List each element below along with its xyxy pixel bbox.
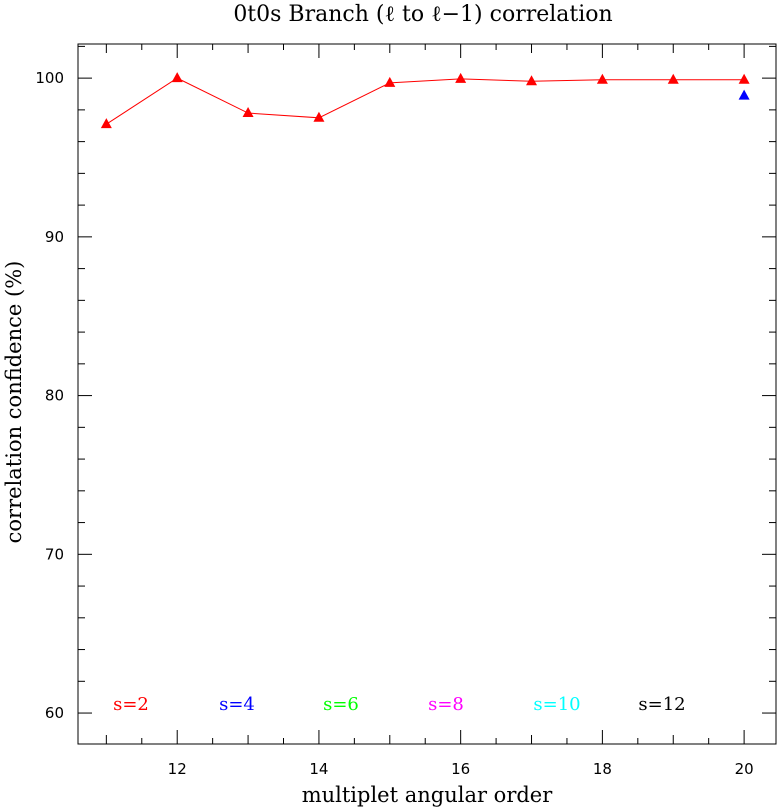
x-tick-label: 16 [451,760,470,778]
data-point-marker [667,73,679,84]
y-axis-label: correlation confidence (%) [2,261,26,544]
y-tick-label: 100 [35,69,64,87]
data-point-marker [313,111,325,122]
x-axis-label: multiplet angular order [302,783,554,807]
legend-entry: s=8 [428,694,464,715]
legend: s=2 s=4 s=6 s=8 s=10 s=12 [113,694,686,715]
data-point-marker [738,73,750,84]
data-series [100,72,750,129]
data-point-marker [596,73,608,84]
y-tick-label: 70 [45,545,64,563]
chart-title: 0t0s Branch (ℓ to ℓ−1) correlation [233,2,612,27]
data-point-marker [242,107,254,118]
legend-entry: s=2 [113,694,149,715]
series-line [106,77,745,125]
x-tick-label: 20 [735,760,754,778]
y-tick-label: 60 [45,704,64,722]
data-point-marker [455,72,467,83]
series-s-4 [738,89,750,100]
legend-entry: s=6 [323,694,359,715]
data-point-marker [100,118,112,129]
y-tick-label: 90 [45,228,64,246]
axis-ticks [78,44,776,744]
axis-tick-labels: 12 14 16 18 20 60 70 80 90 100 [35,69,753,778]
x-tick-label: 18 [593,760,612,778]
y-tick-label: 80 [45,387,64,405]
legend-entry: s=12 [638,694,685,715]
legend-entry: s=4 [219,694,255,715]
data-point-marker [384,76,396,87]
legend-entry: s=10 [533,694,580,715]
series-s-2 [100,72,750,129]
x-tick-label: 12 [168,760,187,778]
data-point-marker [171,72,183,83]
data-point-marker [526,75,538,86]
x-tick-label: 14 [309,760,328,778]
plot-frame [77,43,777,745]
data-point-marker [738,89,750,100]
